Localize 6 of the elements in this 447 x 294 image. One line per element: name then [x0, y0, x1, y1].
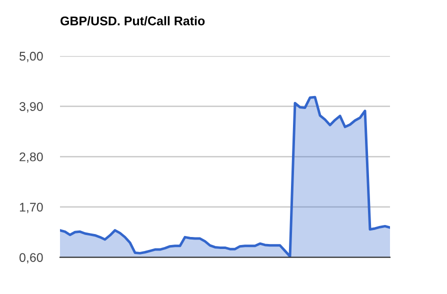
y-tick-label: 3,90 [19, 102, 43, 112]
y-tick-label: 1,70 [20, 202, 43, 214]
chart-title: GBP/USD. Put/Call Ratio [60, 16, 205, 26]
y-tick-label: 5,00 [20, 52, 43, 62]
y-tick-label: 2,80 [20, 152, 43, 163]
y-tick-label: 0,60 [19, 253, 43, 264]
